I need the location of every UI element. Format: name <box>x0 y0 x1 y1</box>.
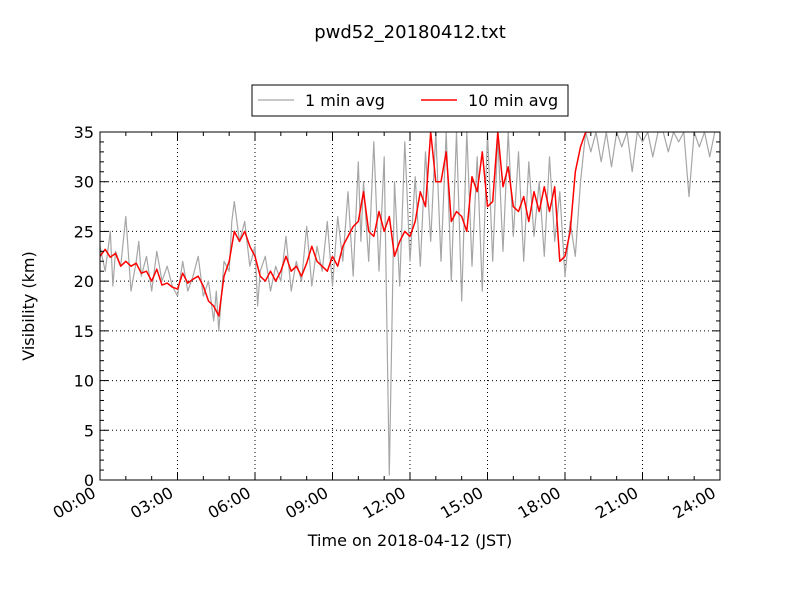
y-tick-label: 30 <box>74 173 94 192</box>
legend: 1 min avg 10 min avg <box>251 84 569 117</box>
x-tick-label: 12:00 <box>360 483 409 523</box>
series-line-10min <box>100 132 591 317</box>
x-tick-label: 09:00 <box>282 483 331 523</box>
series-layer <box>100 132 720 476</box>
y-tick-label: 5 <box>84 421 94 440</box>
series-line-1min <box>100 132 720 476</box>
y-axis-label: Visibility (km) <box>19 251 38 360</box>
legend-label-1min: 1 min avg <box>305 91 385 110</box>
x-tick-label: 00:00 <box>50 483 99 523</box>
plot-background <box>100 132 720 480</box>
axis-ticks <box>99 131 721 481</box>
grid <box>100 132 720 480</box>
x-tick-label: 06:00 <box>205 483 254 523</box>
x-tick-label: 15:00 <box>437 483 486 523</box>
y-tick-label: 20 <box>74 272 94 291</box>
y-tick-label: 0 <box>84 471 94 490</box>
y-tick-label: 10 <box>74 372 94 391</box>
legend-box <box>251 84 569 117</box>
x-axis-label: Time on 2018-04-12 (JST) <box>307 531 512 550</box>
y-tick-label: 35 <box>74 123 94 142</box>
y-tick-label: 25 <box>74 222 94 241</box>
x-tick-label: 24:00 <box>670 483 719 523</box>
x-tick-label: 18:00 <box>515 483 564 523</box>
y-tick-labels: 0 5 10 15 20 25 30 35 <box>74 123 94 490</box>
chart-title: pwd52_20180412.txt <box>314 22 506 43</box>
plot-area <box>99 131 721 481</box>
legend-label-10min: 10 min avg <box>468 91 558 110</box>
x-tick-label: 21:00 <box>592 483 641 523</box>
x-tick-label: 03:00 <box>127 483 176 523</box>
x-tick-labels: 00:00 03:00 06:00 09:00 12:00 15:00 18:00 21:00… <box>50 483 719 523</box>
y-tick-label: 15 <box>74 322 94 341</box>
